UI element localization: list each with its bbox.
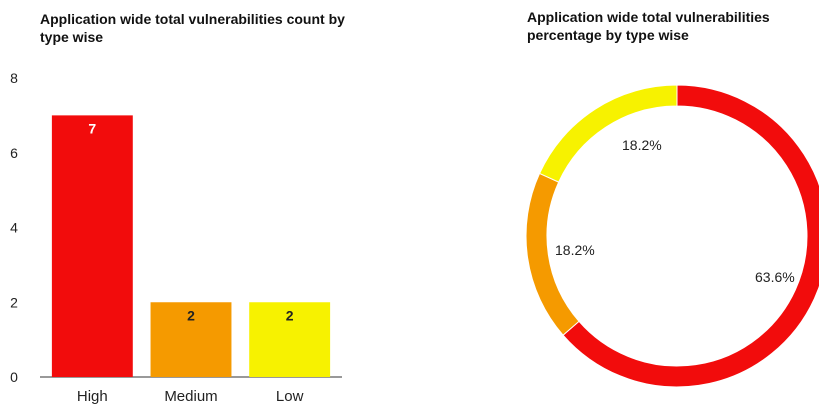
donut-slice-high — [562, 84, 819, 388]
bar-chart: 0 2 4 6 8 7 High 2 Medium 2 Low — [10, 70, 342, 405]
y-tick-label: 2 — [10, 294, 18, 310]
donut-chart-title: Application wide total vulnerabilities p… — [527, 9, 770, 43]
donut-slice-label: 18.2% — [555, 242, 595, 258]
y-tick-label: 4 — [10, 220, 18, 236]
bar-chart-panel: Application wide total vulnerabilities c… — [0, 0, 380, 412]
donut-slice-low — [538, 84, 678, 183]
donut-slice-label: 63.6% — [755, 269, 795, 285]
bar-low — [249, 302, 331, 377]
x-tick-label: Medium — [164, 388, 217, 405]
x-tick-label: Low — [276, 388, 304, 405]
bar-chart-title: Application wide total vulnerabilities c… — [40, 11, 345, 45]
bar-data-label: 2 — [187, 307, 195, 323]
bar-medium — [150, 302, 232, 377]
bar-data-label: 2 — [286, 307, 294, 323]
y-tick-label: 8 — [10, 70, 18, 86]
bar-high — [51, 115, 133, 377]
y-tick-label: 6 — [10, 145, 18, 161]
y-tick-label: 0 — [10, 369, 18, 385]
donut-chart: 63.6% 18.2% 18.2% — [525, 84, 819, 388]
bar-data-label: 7 — [88, 120, 96, 136]
donut-slice-label: 18.2% — [622, 137, 662, 153]
x-tick-label: High — [77, 388, 108, 405]
donut-chart-panel: Application wide total vulnerabilities p… — [500, 0, 819, 412]
